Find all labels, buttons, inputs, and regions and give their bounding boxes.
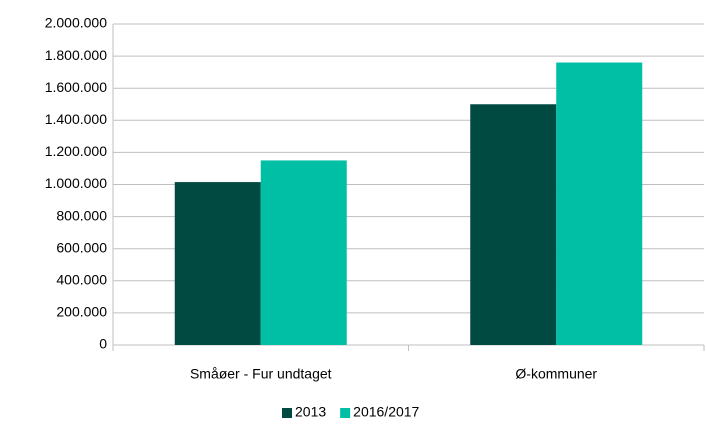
- legend-label: 2013: [295, 404, 326, 420]
- y-tick-label: 1.800.000: [45, 47, 107, 63]
- y-tick-label: 400.000: [56, 272, 107, 288]
- y-tick-label: 600.000: [56, 239, 107, 255]
- y-tick-label: 1.000.000: [45, 175, 107, 191]
- y-tick-label: 0: [99, 336, 107, 352]
- y-tick-label: 1.400.000: [45, 111, 107, 127]
- legend-swatch: [282, 408, 292, 418]
- legend-label: 2016/2017: [353, 404, 419, 420]
- bar: [260, 160, 347, 345]
- bar: [174, 182, 261, 345]
- bar: [470, 104, 557, 345]
- y-tick-label: 800.000: [56, 207, 107, 223]
- legend-swatch: [340, 408, 351, 418]
- x-tick-label: Ø-kommuner: [515, 366, 597, 382]
- y-tick-label: 200.000: [56, 304, 107, 320]
- y-tick-label: 1.600.000: [45, 79, 107, 95]
- y-tick-label: 1.200.000: [45, 143, 107, 159]
- y-tick-label: 2.000.000: [45, 15, 107, 31]
- bar: [556, 62, 643, 346]
- x-tick-label: Småøer - Fur undtaget: [190, 366, 332, 382]
